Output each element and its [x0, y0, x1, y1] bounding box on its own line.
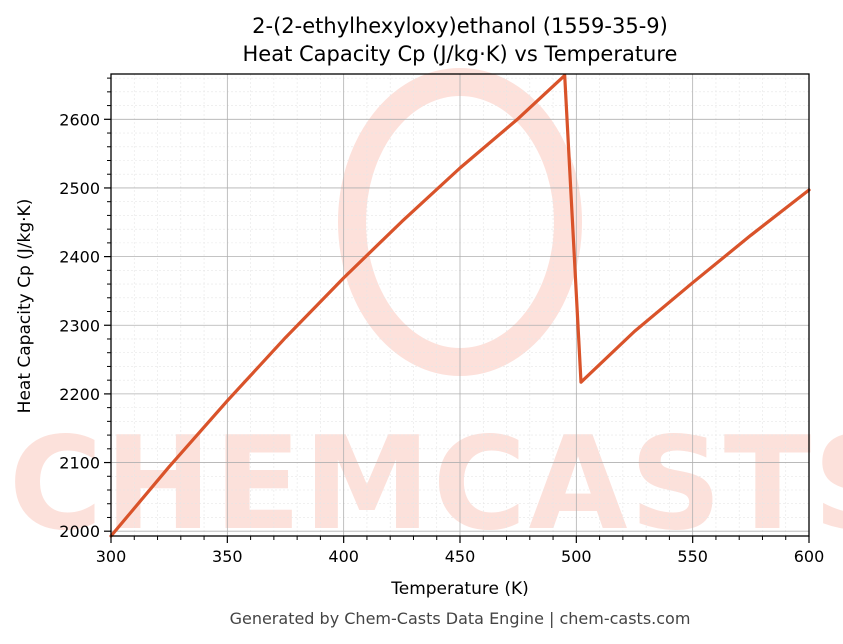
footer-credit: Generated by Chem-Casts Data Engine | ch…: [230, 609, 691, 628]
y-tick-label: 2300: [59, 316, 100, 335]
watermark-logo: CHEMCASTS: [9, 68, 843, 559]
x-tick-label: 300: [96, 547, 127, 566]
y-axis-label: Heat Capacity Cp (J/kg·K): [15, 199, 35, 414]
chart-title-line1: 2-(2-ethylhexyloxy)ethanol (1559-35-9): [252, 14, 668, 38]
y-tick-label: 2400: [59, 248, 100, 267]
y-tick-label: 2500: [59, 179, 100, 198]
y-tick-label: 2100: [59, 454, 100, 473]
x-axis-label: Temperature (K): [390, 579, 529, 599]
cp-series-line: [109, 73, 811, 538]
x-tick-label: 400: [328, 547, 359, 566]
chart-title-line2: Heat Capacity Cp (J/kg·K) vs Temperature: [243, 42, 678, 66]
x-tick-label: 500: [561, 547, 592, 566]
series-layer: [109, 73, 811, 538]
major-grid: [110, 74, 810, 536]
y-tick-label: 2600: [59, 110, 100, 129]
y-tick-label: 2000: [59, 522, 100, 541]
y-axis-ticks: 2000 2100 2200 2300 2400 2500 2600: [59, 77, 111, 541]
x-tick-label: 600: [794, 547, 825, 566]
y-tick-label: 2200: [59, 385, 100, 404]
x-tick-label: 550: [677, 547, 708, 566]
x-axis-ticks: 300 350 400 450 500 550 600: [96, 536, 825, 566]
x-tick-label: 350: [212, 547, 243, 566]
x-tick-label: 450: [445, 547, 476, 566]
